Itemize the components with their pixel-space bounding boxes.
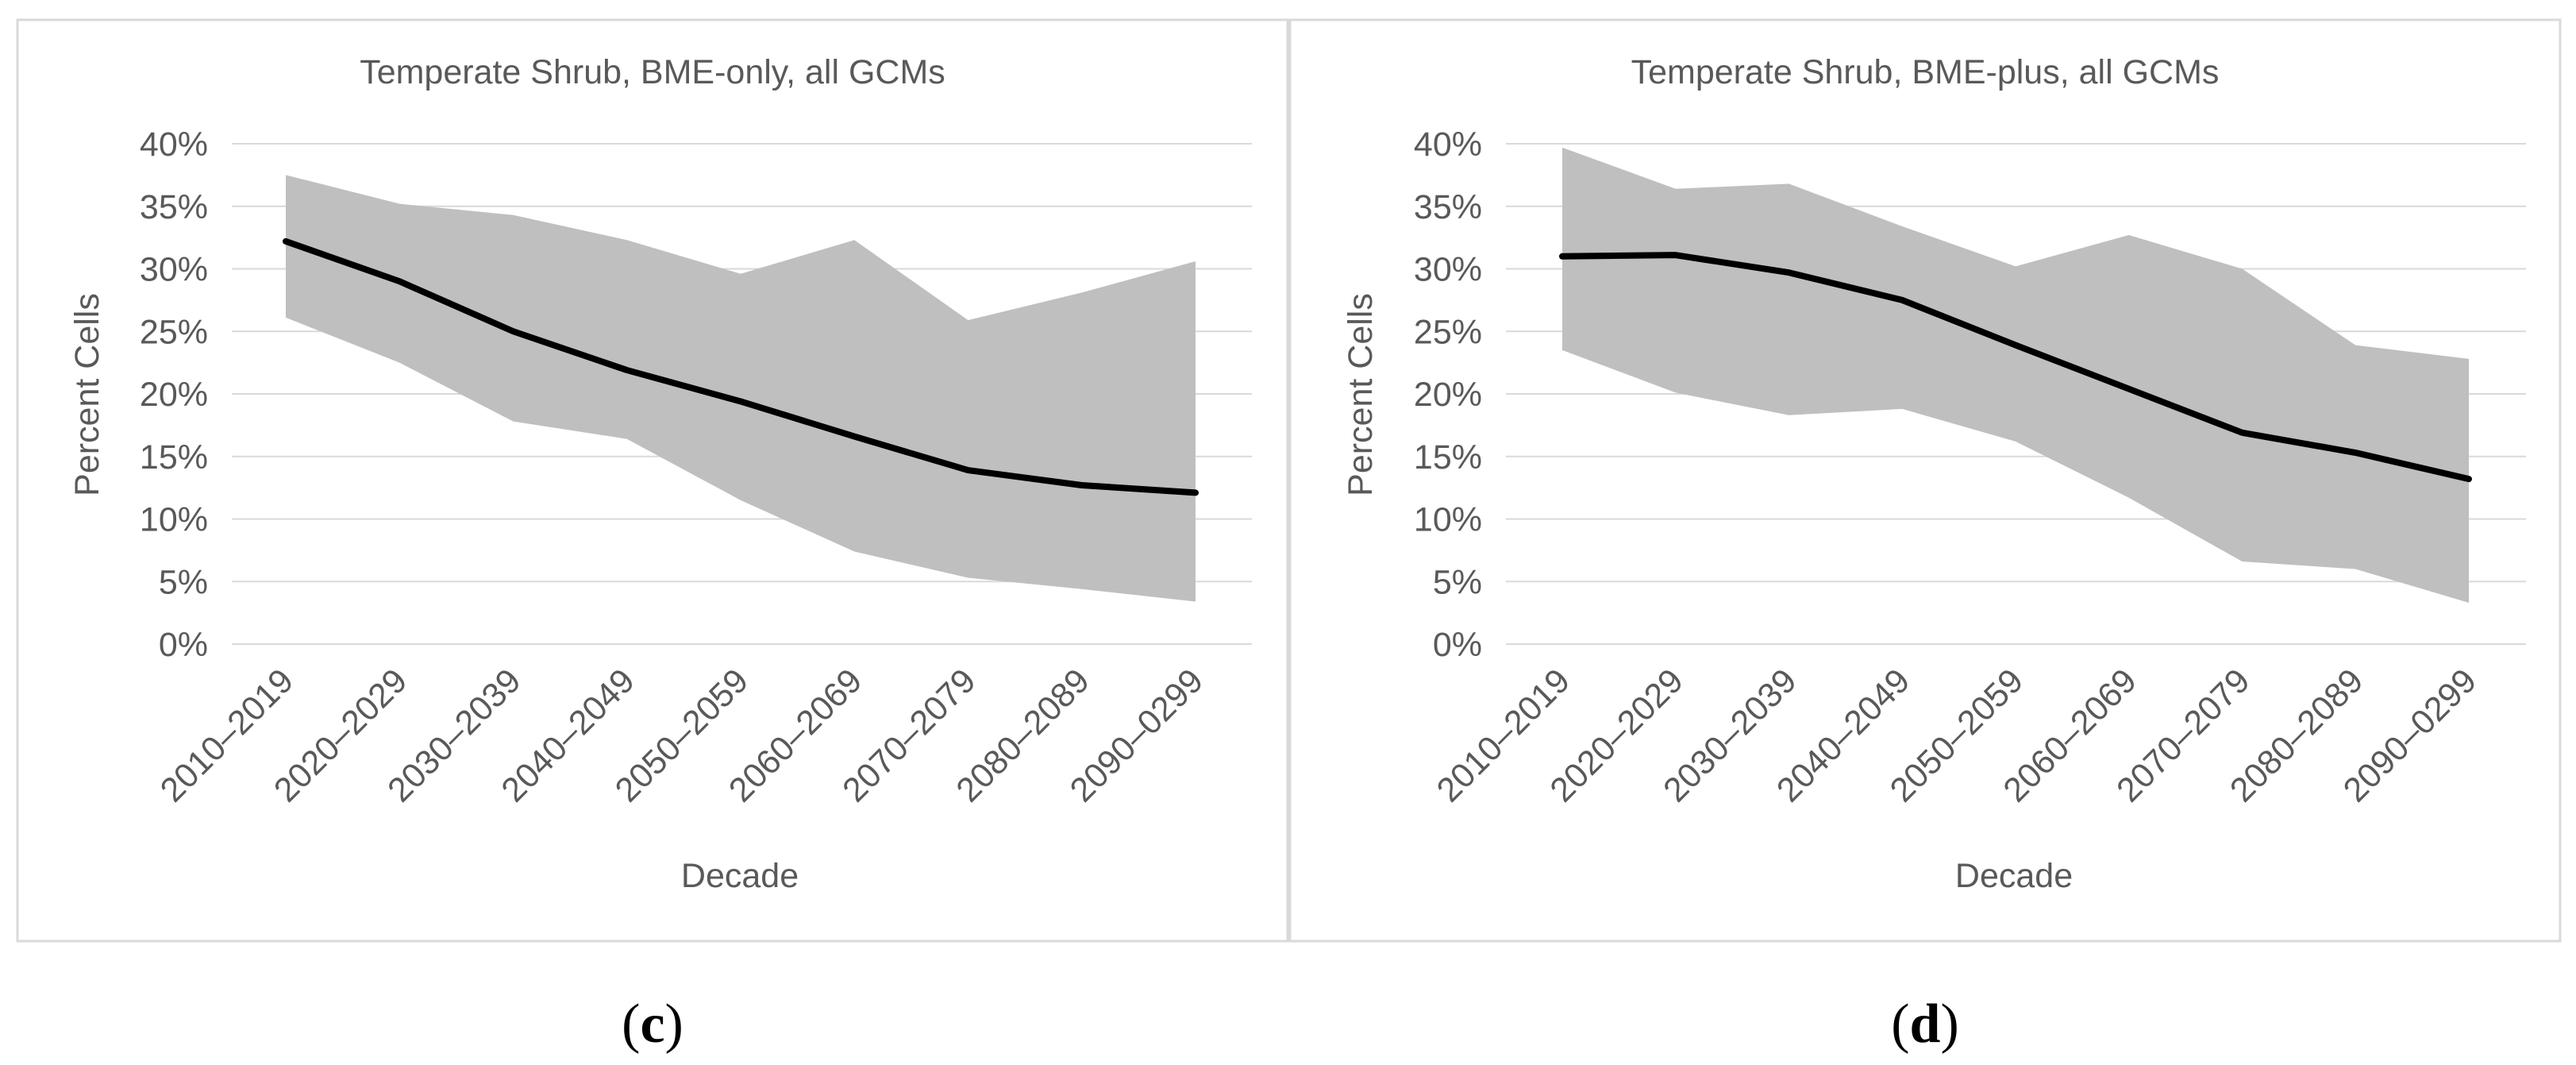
y-tick-label: 5% <box>1433 563 1482 601</box>
chart-c-y-ticks: 0% 5% 10% 15% 20% 25% 30% 35% 40% <box>140 125 208 664</box>
y-tick-label: 25% <box>140 313 208 351</box>
mean-line <box>283 237 1199 496</box>
range-band <box>1562 147 2469 604</box>
y-tick-label: 40% <box>140 125 208 164</box>
y-tick-label: 5% <box>159 563 208 601</box>
y-tick-label: 15% <box>1414 438 1482 477</box>
panel-d-label: (d) <box>1891 994 1959 1055</box>
y-tick-label: 10% <box>140 501 208 539</box>
chart-d-xlabel: Decade <box>1955 857 2073 895</box>
chart-d-band <box>1562 147 2469 604</box>
y-tick-label: 35% <box>1414 188 1482 226</box>
y-tick-label: 25% <box>1414 313 1482 351</box>
chart-d-ylabel: Percent Cells <box>1342 293 1380 496</box>
y-tick-label: 0% <box>1433 626 1482 664</box>
y-tick-label: 20% <box>140 376 208 414</box>
y-tick-label: 0% <box>159 626 208 664</box>
chart-d-y-ticks: 0% 5% 10% 15% 20% 25% 30% 35% 40% <box>1414 125 1482 664</box>
panel-c: Temperate Shrub, BME-only, all GCMs 0% 5%… <box>16 18 1289 943</box>
y-tick-label: 30% <box>1414 251 1482 289</box>
y-tick-label: 20% <box>1414 376 1482 414</box>
panel-d: Temperate Shrub, BME-plus, all GCMs 0% 5%… <box>1288 18 2562 943</box>
chart-c-xlabel: Decade <box>681 857 799 895</box>
y-tick-label: 40% <box>1414 125 1482 164</box>
range-band <box>286 175 1196 602</box>
chart-c-ylabel: Percent Cells <box>68 293 106 496</box>
y-tick-label: 30% <box>140 251 208 289</box>
panel-c-label: (c) <box>622 994 683 1055</box>
chart-d-title: Temperate Shrub, BME-plus, all GCMs <box>1631 53 2220 91</box>
mean-line <box>1559 252 2472 483</box>
y-tick-label: 10% <box>1414 501 1482 539</box>
chart-c-band <box>286 175 1196 602</box>
y-tick-label: 15% <box>140 438 208 477</box>
chart-c-line <box>283 237 1199 496</box>
y-tick-label: 35% <box>140 188 208 226</box>
chart-d-line <box>1559 252 2472 483</box>
chart-c-title: Temperate Shrub, BME-only, all GCMs <box>360 53 945 91</box>
